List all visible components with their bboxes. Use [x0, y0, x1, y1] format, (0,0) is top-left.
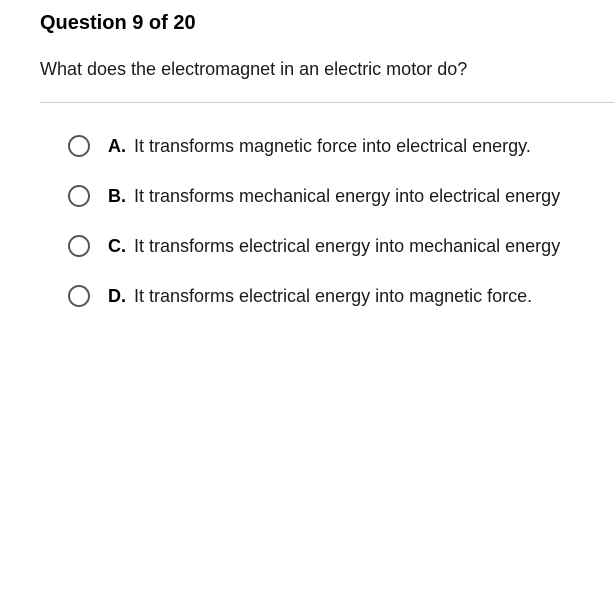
radio-a[interactable]	[68, 135, 90, 157]
option-text-c: It transforms electrical energy into mec…	[134, 236, 560, 257]
option-text-d: It transforms electrical energy into mag…	[134, 286, 532, 307]
radio-d[interactable]	[68, 285, 90, 307]
option-a: A. It transforms magnetic force into ele…	[68, 135, 614, 157]
option-text-a: It transforms magnetic force into electr…	[134, 136, 531, 157]
option-letter-c: C.	[108, 236, 126, 257]
radio-c[interactable]	[68, 235, 90, 257]
question-text: What does the electromagnet in an electr…	[40, 59, 614, 80]
option-letter-d: D.	[108, 286, 126, 307]
option-letter-a: A.	[108, 136, 126, 157]
question-container: Question 9 of 20 What does the electroma…	[0, 0, 614, 307]
divider	[40, 102, 614, 103]
option-b: B. It transforms mechanical energy into …	[68, 185, 614, 207]
option-c: C. It transforms electrical energy into …	[68, 235, 614, 257]
option-d: D. It transforms electrical energy into …	[68, 285, 614, 307]
radio-b[interactable]	[68, 185, 90, 207]
option-letter-b: B.	[108, 186, 126, 207]
options-list: A. It transforms magnetic force into ele…	[40, 135, 614, 307]
question-header: Question 9 of 20	[40, 12, 614, 35]
option-text-b: It transforms mechanical energy into ele…	[134, 186, 560, 207]
